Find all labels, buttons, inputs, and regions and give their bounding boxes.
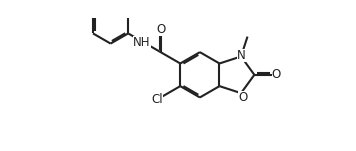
Text: Cl: Cl bbox=[152, 93, 163, 106]
Text: O: O bbox=[157, 23, 166, 36]
Text: O: O bbox=[238, 91, 247, 104]
Text: N: N bbox=[237, 49, 246, 62]
Text: O: O bbox=[272, 68, 281, 81]
Text: NH: NH bbox=[133, 36, 151, 49]
